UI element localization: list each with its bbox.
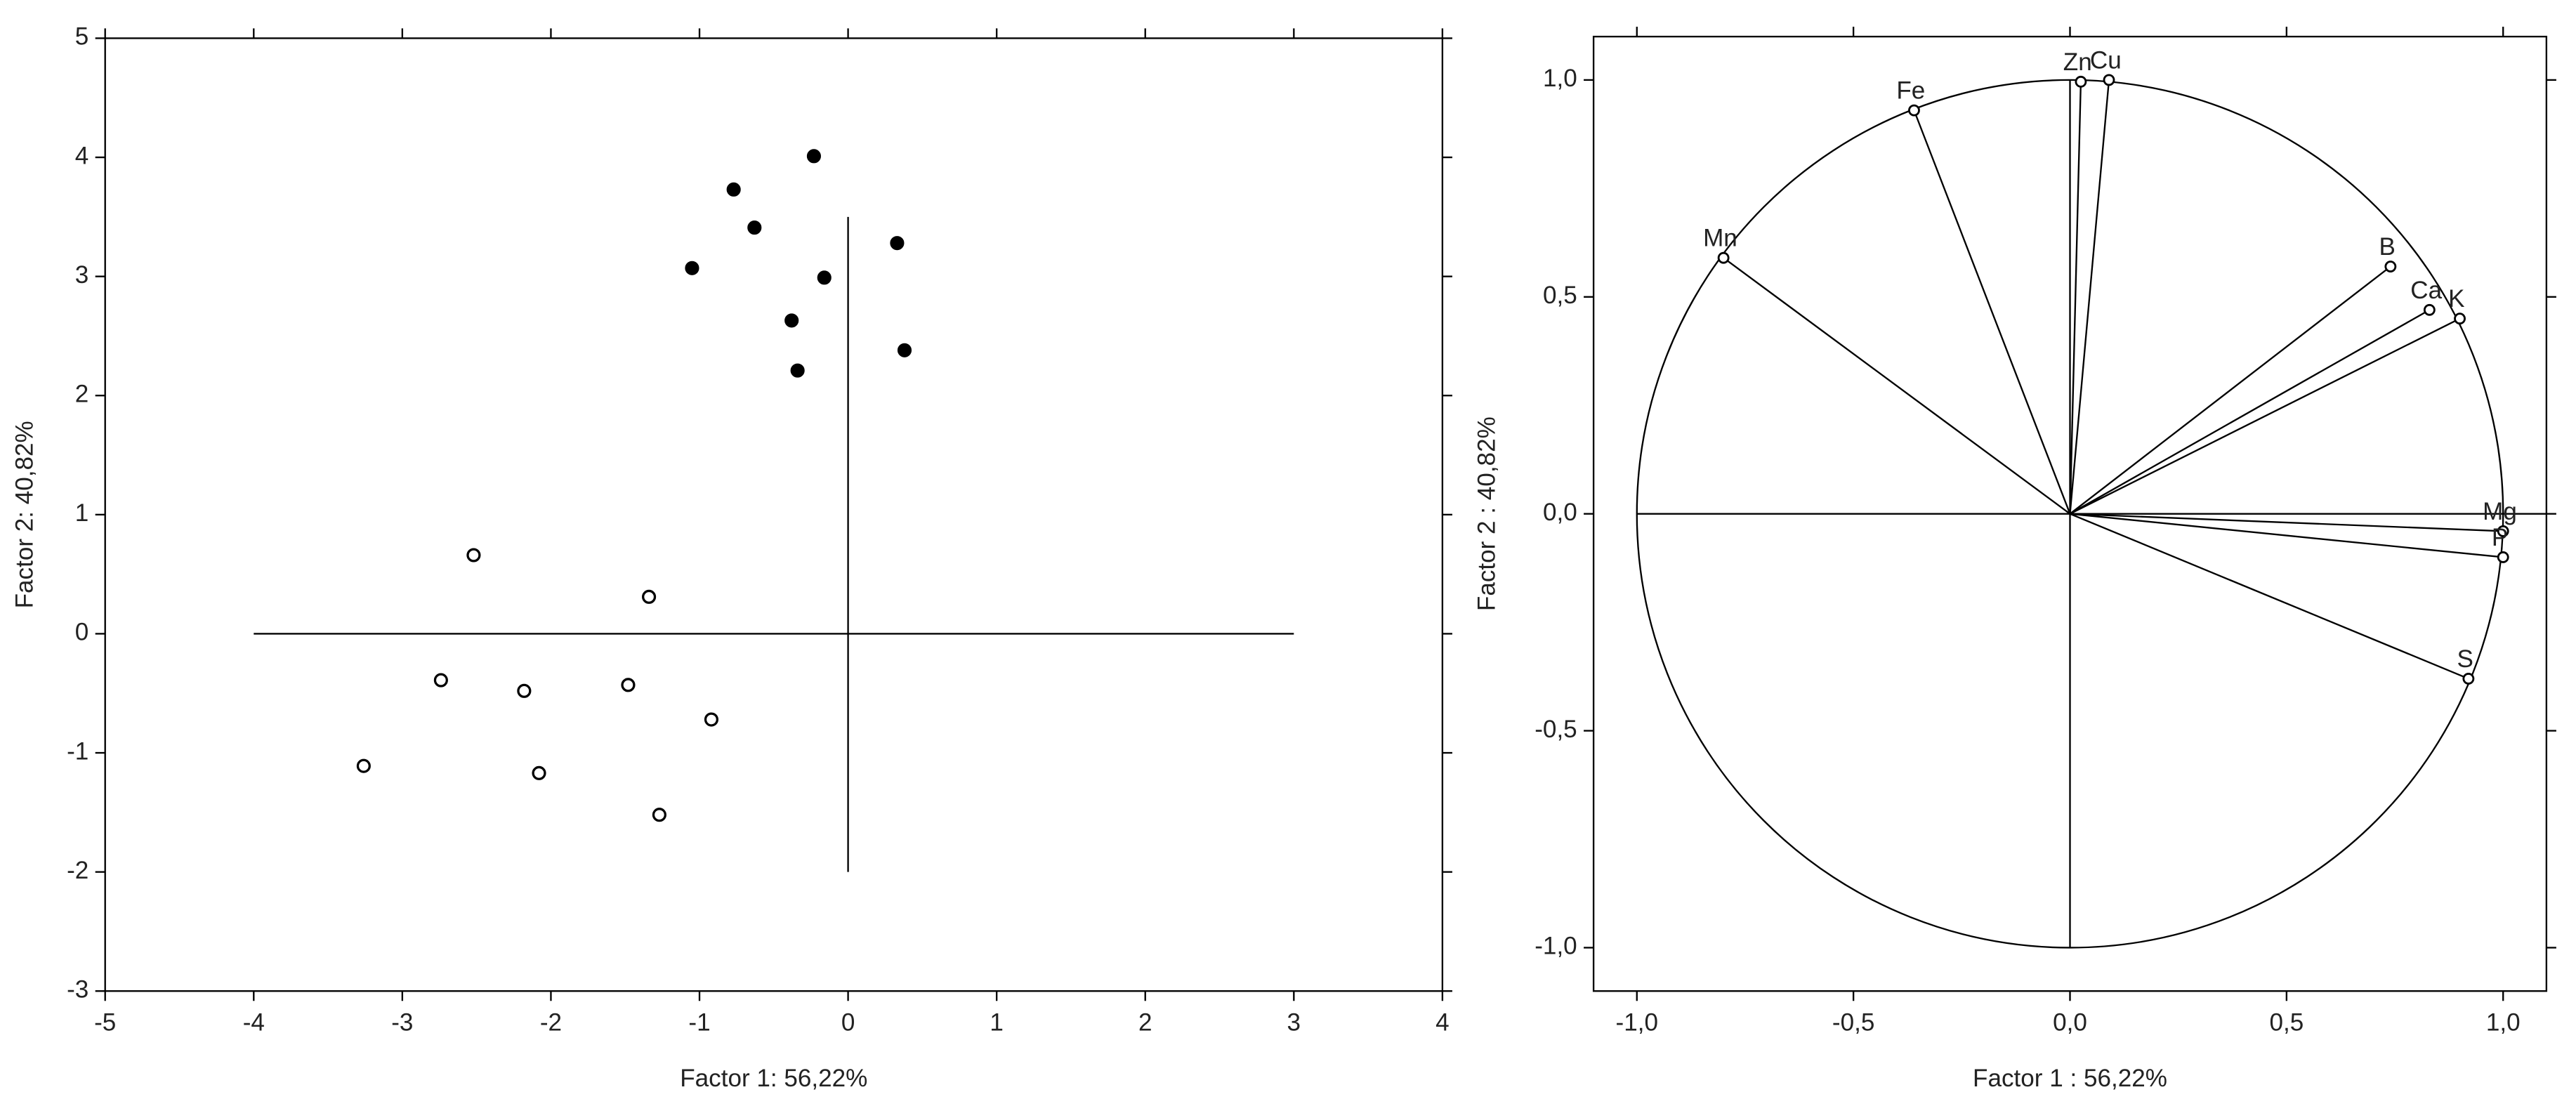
x-tick-label: 1,0 [2486,1008,2521,1036]
x-tick-label: 3 [1287,1008,1301,1036]
x-tick-label: 0,0 [2053,1008,2087,1036]
point [433,673,448,688]
point-label: Zn [2063,48,2092,76]
point [652,808,666,822]
loading-vector [2069,309,2430,515]
x-tick-label: -2 [540,1008,562,1036]
y-tick-label: -3 [67,975,88,1003]
x-tick-label: -1 [688,1008,710,1036]
unit-circle [1636,79,2504,949]
point-label: Mg [2483,498,2517,525]
x-tick-label: 4 [1435,1008,1450,1036]
point-label: B [2379,233,2395,261]
point [2075,75,2087,88]
point [685,261,699,275]
point [2497,525,2509,537]
x-axis-label: Factor 1 : 56,22% [1973,1065,2167,1092]
point [897,343,912,357]
loading-vector [1723,257,2071,515]
y-axis-label: Factor 2 : 40,82% [1473,416,1501,611]
point [890,236,905,251]
loading-vector [2069,79,2110,514]
x-tick-label: -4 [243,1008,265,1036]
loading-vector [1913,110,2071,515]
y-tick-label: -0,5 [1535,716,1577,743]
loading-vector [2069,317,2461,515]
point-label: K [2448,285,2464,313]
y-tick-label: 0,5 [1543,282,1577,309]
point-label: S [2457,645,2473,673]
x-tick-label: -5 [94,1008,116,1036]
point-label: Fe [1896,77,1925,105]
point-label: Ca [2410,277,2442,304]
point [466,548,481,563]
point [2497,551,2509,563]
point [726,182,741,197]
point [704,712,719,727]
loading-vector [2070,513,2469,680]
y-tick-label: 4 [75,142,89,169]
y-tick-label: -1,0 [1535,933,1577,960]
point [1908,104,1920,117]
point-label: P [2492,524,2508,551]
point [356,758,371,773]
loading-vector [2070,513,2504,532]
point [642,589,657,604]
point [2462,673,2475,685]
y-tick-label: 5 [75,23,89,51]
y-tick-label: 1 [75,499,89,527]
point [621,678,636,692]
point [517,683,532,698]
point [2423,303,2436,316]
y-tick-label: 2 [75,381,89,408]
loading-vector [2070,513,2504,558]
x-tick-label: 1 [990,1008,1004,1036]
y-tick-label: -1 [67,737,88,765]
point [747,221,762,235]
x-tick-label: -0,5 [1832,1008,1874,1036]
y-tick-label: 1,0 [1543,65,1577,92]
point-label: Cu [2090,46,2122,74]
y-tick-label: 0,0 [1543,499,1577,526]
point [532,765,546,780]
point [817,270,832,285]
x-tick-label: 2 [1138,1008,1152,1036]
point [784,313,799,328]
point [1717,251,1730,264]
plot-frame [104,37,1444,992]
point-label: Mn [1703,225,1737,252]
loading-vector [2069,81,2082,514]
point [806,149,821,164]
y-axis-label: Factor 2: 40,82% [11,421,39,608]
point [2384,261,2397,272]
y-tick-label: -2 [67,857,88,884]
point [2103,74,2115,86]
y-tick-label: 0 [75,619,89,646]
x-tick-label: -3 [391,1008,413,1036]
x-tick-label: 0 [841,1008,855,1036]
x-tick-label: -1,0 [1616,1008,1658,1036]
point [2454,313,2466,325]
point [790,363,805,378]
x-tick-label: 0,5 [2269,1008,2304,1036]
y-tick-label: 3 [75,261,89,289]
x-axis-label: Factor 1: 56,22% [680,1065,867,1092]
loading-vector [2069,265,2391,515]
